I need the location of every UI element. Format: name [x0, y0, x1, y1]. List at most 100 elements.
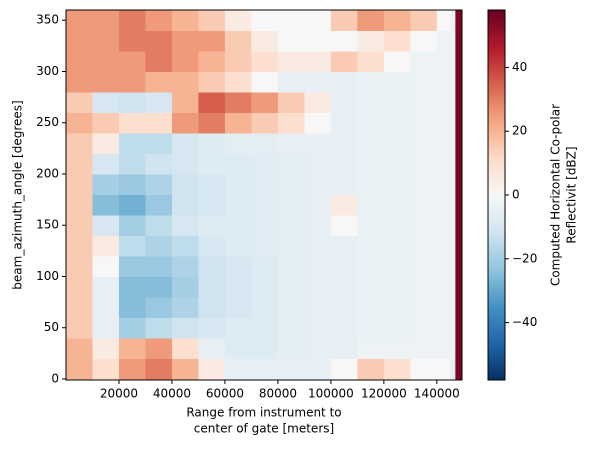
heatmap-cell	[171, 214, 199, 236]
heatmap-cell	[277, 255, 305, 277]
heatmap-cell	[277, 194, 305, 216]
heatmap-cell	[455, 276, 462, 298]
colorbar-tick-label: −20	[512, 251, 537, 265]
heatmap-cell	[251, 337, 279, 359]
heatmap-cell	[304, 173, 332, 195]
heatmap-cell	[92, 235, 120, 257]
heatmap-cell	[224, 255, 252, 277]
heatmap-cell	[66, 153, 93, 175]
heatmap-cell	[383, 276, 411, 298]
heatmap-cell	[224, 10, 252, 31]
heatmap-cell	[277, 235, 305, 257]
heatmap-cell	[455, 235, 462, 257]
heatmap-cell	[357, 296, 385, 318]
heatmap-cell	[118, 235, 146, 257]
heatmap-cell	[251, 30, 279, 52]
heatmap-cell	[455, 112, 462, 134]
heatmap-cell	[330, 317, 358, 339]
heatmap-cell	[357, 337, 385, 359]
heatmap-cell	[277, 91, 305, 113]
y-tick-label: 0	[51, 371, 59, 385]
heatmap-cell	[92, 153, 120, 175]
heatmap-cell	[198, 337, 226, 359]
heatmap-cell	[436, 214, 451, 236]
heatmap-cell	[118, 296, 146, 318]
heatmap-cell	[277, 30, 305, 52]
heatmap-cell	[118, 10, 146, 31]
heatmap-cell	[277, 276, 305, 298]
heatmap-cell	[118, 91, 146, 113]
heatmap-cell	[118, 50, 146, 72]
x-tick-label: 120000	[361, 387, 407, 401]
heatmap-cell	[450, 276, 456, 298]
heatmap-cell	[450, 173, 456, 195]
heatmap-cell	[357, 71, 385, 93]
y-tick-label: 300	[36, 64, 59, 78]
heatmap-cell	[171, 71, 199, 93]
heatmap-cell	[118, 194, 146, 216]
heatmap-cell	[66, 194, 93, 216]
heatmap-cell	[455, 50, 462, 72]
heatmap-cell	[330, 112, 358, 134]
heatmap-cell	[455, 255, 462, 277]
heatmap-cell	[171, 255, 199, 277]
heatmap-cell	[304, 10, 332, 31]
heatmap-cell	[118, 317, 146, 339]
heatmap-cell	[171, 91, 199, 113]
heatmap-cell	[171, 337, 199, 359]
heatmap-cell	[198, 194, 226, 216]
heatmap-cell	[145, 358, 173, 380]
heatmap-cell	[410, 173, 438, 195]
heatmap-cell	[277, 296, 305, 318]
y-axis-label: beam_azimuth_angle [degrees]	[11, 100, 25, 289]
heatmap-cell	[436, 358, 451, 380]
heatmap-cell	[224, 173, 252, 195]
heatmap-cell	[118, 71, 146, 93]
heatmap-cell	[251, 317, 279, 339]
heatmap-cell	[66, 50, 93, 72]
heatmap-cell	[145, 91, 173, 113]
heatmap-cell	[450, 214, 456, 236]
heatmap-cell	[450, 235, 456, 257]
heatmap-cell	[304, 194, 332, 216]
heatmap-cell	[198, 153, 226, 175]
heatmap-cell	[224, 337, 252, 359]
heatmap-cell	[450, 50, 456, 72]
heatmap-cell	[455, 153, 462, 175]
heatmap-cell	[304, 214, 332, 236]
y-tick-label: 250	[36, 115, 59, 129]
heatmap-cell	[383, 112, 411, 134]
heatmap-cell	[224, 194, 252, 216]
x-tick-label: 100000	[308, 387, 354, 401]
heatmap-cell	[330, 214, 358, 236]
heatmap-cell	[436, 317, 451, 339]
heatmap-cell	[66, 173, 93, 195]
heatmap-cell	[330, 358, 358, 380]
heatmap-cell	[118, 173, 146, 195]
heatmap-cell	[436, 337, 451, 359]
heatmap-cell	[118, 112, 146, 134]
heatmap-cell	[224, 50, 252, 72]
heatmap-cell	[145, 153, 173, 175]
heatmap-cell	[330, 276, 358, 298]
heatmap-cell	[436, 276, 451, 298]
y-tick-label: 150	[36, 218, 59, 232]
heatmap-cell	[410, 91, 438, 113]
heatmap-cell	[383, 132, 411, 154]
heatmap-cell	[224, 296, 252, 318]
heatmap-cell	[251, 10, 279, 31]
heatmap-cell	[251, 132, 279, 154]
heatmap-cell	[251, 194, 279, 216]
heatmap-cell	[357, 358, 385, 380]
heatmap-cell	[224, 317, 252, 339]
heatmap-cell	[92, 112, 120, 134]
heatmap-cell	[198, 296, 226, 318]
x-axis-label: center of gate [meters]	[194, 422, 334, 436]
heatmap-cell	[251, 173, 279, 195]
heatmap-cell	[383, 50, 411, 72]
heatmap-cell	[410, 153, 438, 175]
x-tick-label: 40000	[153, 387, 191, 401]
heatmap-cell	[455, 296, 462, 318]
heatmap-cell	[224, 91, 252, 113]
heatmap-cell	[436, 10, 451, 31]
